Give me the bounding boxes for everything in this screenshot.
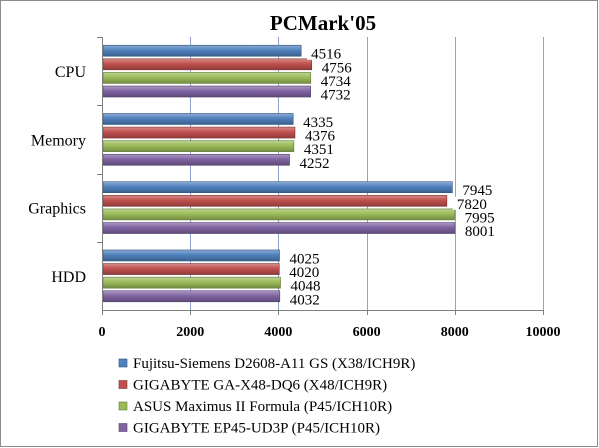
data-label-bg-cpu-series-1	[307, 46, 344, 60]
x-tick-label-10000: 10000	[526, 325, 561, 340]
category-label-hdd: HDD	[51, 269, 86, 286]
legend-swatch-series-2	[118, 380, 128, 389]
legend-label-series-1: Fujitsu-Siemens D2608-A11 GS (X38/ICH9R)	[133, 356, 415, 372]
data-label-graphics-series-1: 7945	[462, 183, 492, 199]
bar-hdd-series-2	[102, 263, 280, 275]
data-label-graphics-series-3: 7995	[465, 210, 495, 226]
data-label-bg-memory-series-2	[300, 128, 338, 142]
legend-layer: Fujitsu-Siemens D2608-A11 GS (X38/ICH9R)…	[118, 356, 415, 437]
data-label-hdd-series-3: 4048	[291, 279, 321, 295]
data-label-bg-cpu-series-3	[316, 73, 354, 87]
data-label-bg-graphics-series-1	[458, 183, 495, 197]
data-label-cpu-series-2: 4756	[322, 60, 353, 76]
data-label-cpu-series-3: 4734	[321, 74, 352, 90]
legend-label-series-3: ASUS Maximus II Formula (P45/ICH10R)	[133, 399, 392, 415]
data-label-graphics-series-4: 8001	[465, 224, 495, 240]
bar-layer	[102, 44, 456, 303]
legend-swatch-series-1	[118, 358, 128, 368]
bar-hdd-series-1	[102, 249, 280, 262]
data-label-bg-hdd-series-1	[285, 251, 322, 265]
data-label-bg-memory-series-3	[299, 142, 337, 156]
bar-graphics-series-4	[102, 222, 456, 234]
category-label-cpu: CPU	[55, 64, 87, 81]
chart-title: PCMark'05	[270, 11, 376, 35]
bar-hdd-series-4	[102, 290, 281, 303]
bar-memory-series-3	[102, 140, 295, 152]
data-label-hdd-series-4: 4032	[290, 292, 320, 308]
x-tick-label-4000: 4000	[264, 325, 292, 340]
bar-graphics-series-1	[102, 181, 453, 194]
bar-graphics-series-2	[102, 195, 448, 207]
axis-layer: 0 2000 4000 6000 8000 10000 CPU Memory Graphics H…	[28, 37, 561, 340]
data-label-graphics-series-2: 7820	[457, 197, 487, 213]
data-label-cpu-series-4: 4732	[321, 88, 351, 104]
category-label-memory: Memory	[31, 132, 86, 149]
bar-hdd-series-3	[102, 276, 281, 289]
data-label-memory-series-4: 4252	[300, 156, 330, 172]
bar-cpu-series-4	[102, 85, 311, 98]
data-label-bg-cpu-series-2	[317, 60, 355, 74]
bar-cpu-series-2	[102, 58, 313, 71]
data-label-memory-series-1: 4335	[303, 115, 333, 131]
data-label-cpu-series-1: 4516	[311, 47, 342, 63]
data-label-bg-hdd-series-2	[285, 265, 322, 279]
data-label-hdd-series-1: 4025	[290, 251, 320, 267]
bar-graphics-series-3	[102, 208, 455, 221]
data-label-memory-series-3: 4351	[304, 142, 334, 158]
legend-swatch-series-3	[118, 401, 128, 411]
data-label-bg-hdd-series-4	[285, 292, 323, 306]
x-tick-label-8000: 8000	[441, 325, 469, 340]
data-label-bg-graphics-series-2	[452, 196, 490, 210]
x-tick-label-0: 0	[99, 325, 106, 340]
bar-memory-series-4	[102, 153, 290, 166]
data-label-bg-hdd-series-3	[286, 278, 323, 292]
data-label-bg-graphics-series-4	[460, 224, 498, 238]
legend-swatch-series-4	[118, 423, 128, 432]
bar-cpu-series-3	[102, 72, 312, 84]
category-label-graphics: Graphics	[28, 201, 86, 218]
data-label-bg-memory-series-1	[299, 114, 336, 128]
data-label-memory-series-2: 4376	[305, 129, 336, 145]
legend-label-series-2: GIGABYTE GA-X48-DQ6 (X48/ICH9R)	[133, 378, 387, 394]
x-tick-label-6000: 6000	[353, 325, 381, 340]
bar-memory-series-2	[102, 126, 296, 139]
legend-label-series-4: GIGABYTE EP45-UD3P (P45/ICH10R)	[133, 421, 380, 437]
data-label-bg-graphics-series-3	[460, 210, 497, 224]
bar-cpu-series-1	[102, 44, 302, 57]
data-label-bg-cpu-series-4	[316, 87, 354, 101]
bar-memory-series-1	[102, 113, 294, 125]
x-tick-label-2000: 2000	[176, 325, 204, 340]
data-label-bg-memory-series-4	[295, 155, 332, 169]
data-label-hdd-series-2: 4020	[289, 265, 319, 281]
